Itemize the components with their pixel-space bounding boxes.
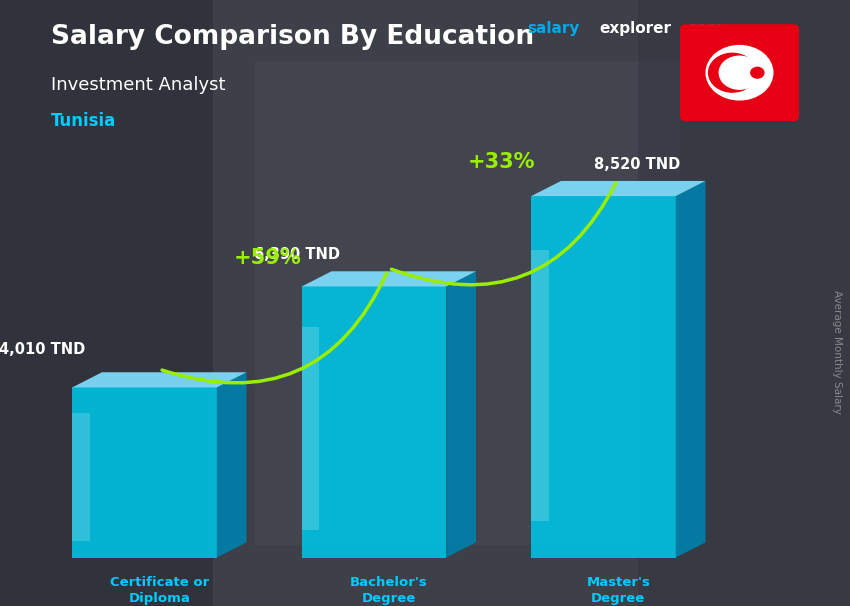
Text: 8,520 TND: 8,520 TND	[594, 157, 681, 172]
Polygon shape	[72, 372, 246, 387]
Text: salary: salary	[527, 21, 580, 36]
Text: Tunisia: Tunisia	[51, 112, 116, 130]
Text: Certificate or
Diploma: Certificate or Diploma	[110, 576, 209, 605]
Text: Salary Comparison By Education: Salary Comparison By Education	[51, 24, 534, 50]
Text: Bachelor's
Degree: Bachelor's Degree	[350, 576, 428, 605]
Text: Master's
Degree: Master's Degree	[586, 576, 650, 605]
Bar	[0, 0, 212, 606]
Text: explorer: explorer	[599, 21, 672, 36]
Polygon shape	[302, 271, 476, 287]
Bar	[302, 327, 319, 530]
FancyBboxPatch shape	[531, 196, 676, 558]
Text: +59%: +59%	[234, 248, 302, 268]
Text: 6,390 TND: 6,390 TND	[254, 247, 341, 262]
Bar	[72, 413, 89, 541]
Text: Average Monthly Salary: Average Monthly Salary	[832, 290, 842, 413]
Text: .com: .com	[683, 21, 723, 36]
Text: Investment Analyst: Investment Analyst	[51, 76, 225, 94]
Circle shape	[719, 56, 760, 89]
FancyBboxPatch shape	[72, 387, 217, 558]
Bar	[638, 0, 850, 606]
Circle shape	[709, 53, 756, 92]
Polygon shape	[531, 181, 706, 196]
Polygon shape	[217, 372, 246, 558]
Polygon shape	[676, 181, 705, 558]
Text: 4,010 TND: 4,010 TND	[0, 342, 86, 357]
Text: +33%: +33%	[468, 153, 536, 173]
FancyBboxPatch shape	[680, 24, 799, 121]
Circle shape	[706, 45, 773, 100]
Bar	[531, 250, 548, 521]
Bar	[255, 61, 680, 545]
Polygon shape	[446, 271, 476, 558]
Circle shape	[751, 67, 764, 78]
FancyBboxPatch shape	[302, 287, 446, 558]
